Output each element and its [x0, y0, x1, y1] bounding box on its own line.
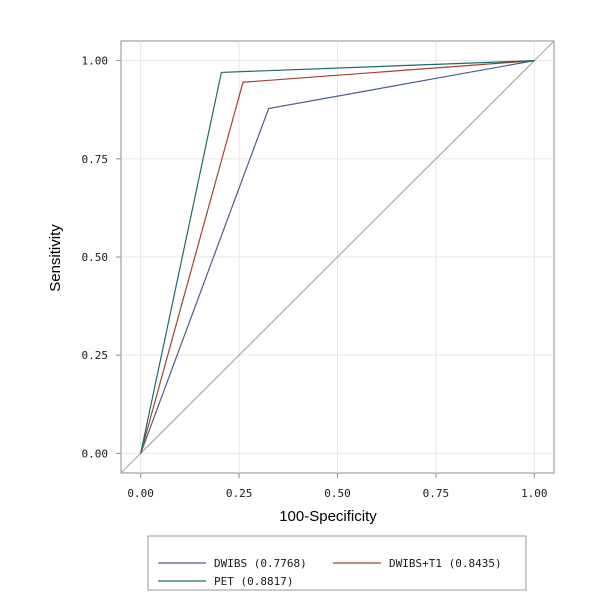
y-tick-label-3: 0.75	[82, 153, 109, 166]
y-axis-title: Sensitivity	[47, 224, 64, 292]
y-tick-label-2: 0.50	[82, 251, 109, 264]
legend-label-2: PET (0.8817)	[214, 575, 293, 588]
series-lines	[140, 60, 535, 454]
legend-label-0: DWIBS (0.7768)	[214, 557, 307, 570]
grid-lines	[121, 41, 554, 473]
diagonal-reference-extension	[120, 40, 555, 474]
x-tick-label-0: 0.00	[127, 487, 154, 500]
series-line-0	[140, 60, 535, 454]
y-tick-label-4: 1.00	[82, 55, 109, 68]
y-tick-label-1: 0.25	[82, 349, 109, 362]
reference-line	[120, 40, 555, 474]
legend-label-1: DWIBS+T1 (0.8435)	[389, 557, 502, 570]
legend: DWIBS (0.7768) DWIBS+T1 (0.8435) PET (0.88…	[158, 557, 502, 588]
x-axis-ticks: 0.00 0.25 0.50 0.75 1.00	[127, 473, 548, 500]
series-line-1	[140, 60, 535, 454]
y-axis-ticks: 0.00 0.25 0.50 0.75 1.00	[82, 55, 121, 460]
x-tick-label-3: 0.75	[423, 487, 450, 500]
x-tick-label-4: 1.00	[521, 487, 548, 500]
x-tick-label-1: 0.25	[226, 487, 253, 500]
series-line-2	[140, 60, 535, 454]
x-tick-label-2: 0.50	[324, 487, 351, 500]
x-axis-title: 100-Specificity	[279, 508, 377, 525]
y-tick-label-0: 0.00	[82, 447, 109, 460]
